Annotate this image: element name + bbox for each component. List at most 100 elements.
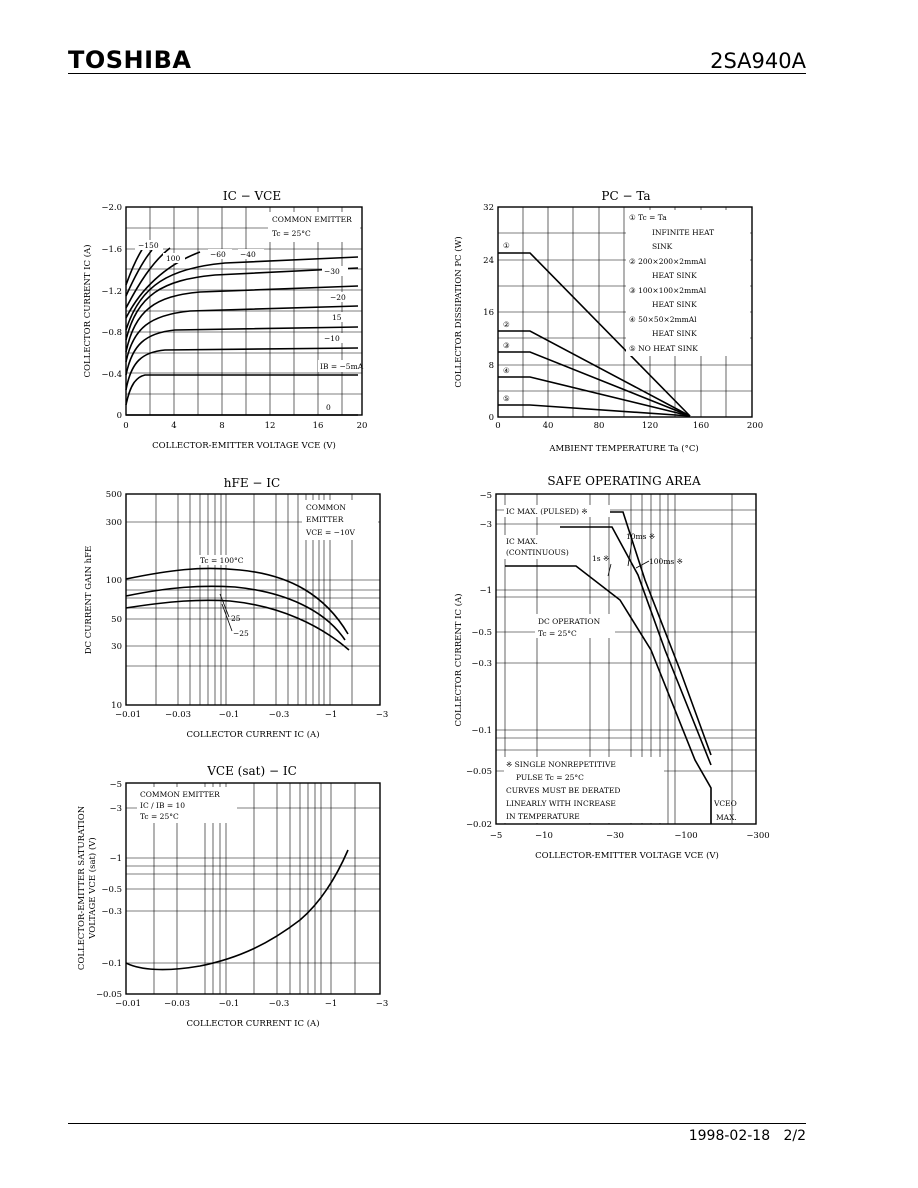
y-axis-label: COLLECTOR CURRENT IC (A) — [82, 244, 93, 377]
footer-rule — [68, 1123, 806, 1124]
curve-label: −60 — [210, 250, 226, 259]
svg-text:100: 100 — [106, 576, 122, 586]
chart-hfe-ic: hFE − IC — [84, 476, 388, 740]
x-axis-label: COLLECTOR CURRENT IC (A) — [186, 729, 319, 740]
note-line: PULSE Tc = 25°C — [516, 773, 584, 782]
chart-title: IC − VCE — [223, 189, 281, 203]
svg-text:④: ④ — [503, 366, 510, 375]
svg-text:−5: −5 — [109, 780, 122, 790]
svg-text:−1: −1 — [479, 586, 492, 596]
svg-text:−1: −1 — [325, 999, 338, 1009]
note-line: ※ SINGLE NONREPETITIVE — [506, 760, 616, 769]
svg-text:−1.2: −1.2 — [101, 287, 122, 297]
chart-note: IC / IB = 10 — [140, 801, 185, 810]
x-ticks: −0.01 −0.03 −0.1 −0.3 −1 −3 — [115, 999, 388, 1009]
svg-text:50: 50 — [111, 615, 122, 625]
y-axis-label: COLLECTOR DISSIPATION PC (W) — [453, 236, 464, 387]
chart-vcesat-ic: VCE (sat) − IC CO — [77, 764, 388, 1029]
svg-text:−0.03: −0.03 — [164, 999, 190, 1009]
svg-text:−0.3: −0.3 — [269, 710, 290, 720]
part-number: 2SA940A — [710, 49, 806, 73]
svg-text:20: 20 — [357, 421, 368, 431]
header-rule — [68, 73, 806, 74]
svg-text:−1: −1 — [325, 710, 338, 720]
curve-label: 15 — [332, 313, 342, 322]
chart-note: EMITTER — [306, 515, 344, 524]
x-axis-label: COLLECTOR CURRENT IC (A) — [186, 1018, 319, 1029]
svg-text:−0.4: −0.4 — [101, 370, 122, 380]
svg-text:−5: −5 — [490, 831, 503, 841]
svg-text:③: ③ — [503, 341, 510, 350]
svg-text:−10: −10 — [535, 831, 553, 841]
svg-text:300: 300 — [106, 518, 122, 528]
footer-date: 1998-02-18 — [688, 1128, 771, 1144]
svg-text:−0.5: −0.5 — [471, 628, 492, 638]
svg-text:−30: −30 — [606, 831, 624, 841]
y-axis-label: COLLECTOR-EMITTER SATURATION — [77, 805, 87, 970]
curve-label: 25 — [231, 614, 241, 623]
svg-text:0: 0 — [117, 411, 122, 421]
chart-pc-ta: PC − Ta ① Tc — [453, 189, 763, 454]
svg-text:INFINITE HEAT: INFINITE HEAT — [652, 228, 714, 237]
svg-text:120: 120 — [642, 421, 658, 431]
y-axis-label: COLLECTOR CURRENT IC (A) — [453, 593, 464, 726]
curve-label: 1s ※ — [592, 554, 609, 563]
x-ticks: 0 4 8 12 16 20 — [123, 421, 367, 431]
svg-text:−300: −300 — [746, 831, 769, 841]
svg-text:−3: −3 — [109, 804, 122, 814]
curves — [125, 244, 359, 416]
svg-text:−3: −3 — [479, 520, 492, 530]
svg-text:−0.3: −0.3 — [471, 659, 492, 669]
curve-markers: ① ② ③ ④ ⑤ — [503, 241, 510, 403]
curve-label: −10 — [324, 334, 340, 343]
chart-note: COMMON EMITTER — [140, 790, 220, 799]
x-ticks: −0.01 −0.03 −0.1 −0.3 −1 −3 — [115, 710, 388, 720]
svg-text:−0.1: −0.1 — [219, 710, 240, 720]
chart-ic-vce: IC − VCE — [82, 189, 367, 451]
curve-label: 10ms ※ — [626, 532, 655, 541]
chart-note: VCE = −10V — [305, 528, 356, 537]
chart-note: Tc = 25°C — [272, 229, 311, 238]
svg-text:−1: −1 — [109, 854, 122, 864]
svg-text:−0.1: −0.1 — [471, 726, 492, 736]
svg-text:③ 100×100×2mmAl: ③ 100×100×2mmAl — [629, 286, 707, 295]
x-axis-label: AMBIENT TEMPERATURE Ta (°C) — [548, 443, 698, 454]
svg-text:−0.03: −0.03 — [165, 710, 191, 720]
svg-text:4: 4 — [171, 421, 176, 431]
svg-text:HEAT SINK: HEAT SINK — [652, 300, 697, 309]
y-ticks: −0.02 −0.05 −0.1 −0.3 −0.5 −1 −3 −5 — [466, 491, 492, 830]
svg-text:⑤: ⑤ — [503, 394, 510, 403]
y-ticks: 0 −0.4 −0.8 −1.2 −1.6 −2.0 — [101, 203, 122, 421]
svg-text:−0.5: −0.5 — [101, 885, 122, 895]
vceo-label: MAX. — [716, 813, 737, 822]
curve-label: IC MAX. (PULSED) ※ — [506, 507, 588, 516]
svg-text:24: 24 — [483, 256, 494, 266]
chart-note: COMMON — [306, 503, 346, 512]
x-axis-label: COLLECTOR-EMITTER VOLTAGE VCE (V) — [535, 850, 719, 861]
x-ticks: 0 40 80 120 160 200 — [495, 421, 763, 431]
x-ticks: −5 −10 −30 −100 −300 — [490, 831, 770, 841]
curve-label: 100ms ※ — [649, 557, 683, 566]
curve-label: −40 — [240, 250, 256, 259]
svg-text:−100: −100 — [674, 831, 697, 841]
svg-text:8: 8 — [489, 361, 494, 371]
svg-text:0: 0 — [495, 421, 500, 431]
svg-text:80: 80 — [594, 421, 605, 431]
chart-title: hFE − IC — [224, 476, 280, 490]
svg-text:0: 0 — [123, 421, 128, 431]
y-ticks: 0 8 16 24 32 — [483, 203, 494, 423]
note-line: LINEARLY WITH INCREASE — [506, 799, 616, 808]
svg-text:② 200×200×2mmAl: ② 200×200×2mmAl — [629, 257, 707, 266]
vceo-label: VCEO — [713, 799, 737, 808]
curve-label: IC MAX. — [506, 537, 538, 546]
curve-label: Tc = 25°C — [538, 629, 577, 638]
y-ticks: −0.05 −0.1 −0.3 −0.5 −1 −3 −5 — [96, 780, 122, 1000]
curve-label: (CONTINUOUS) — [506, 548, 569, 557]
svg-text:−0.3: −0.3 — [101, 907, 122, 917]
svg-text:① Tc = Ta: ① Tc = Ta — [629, 213, 667, 222]
curve-label: IB = −5mA — [320, 362, 364, 371]
curve-label: −25 — [233, 629, 249, 638]
svg-text:−0.02: −0.02 — [466, 820, 492, 830]
svg-text:160: 160 — [693, 421, 709, 431]
svg-text:8: 8 — [219, 421, 224, 431]
